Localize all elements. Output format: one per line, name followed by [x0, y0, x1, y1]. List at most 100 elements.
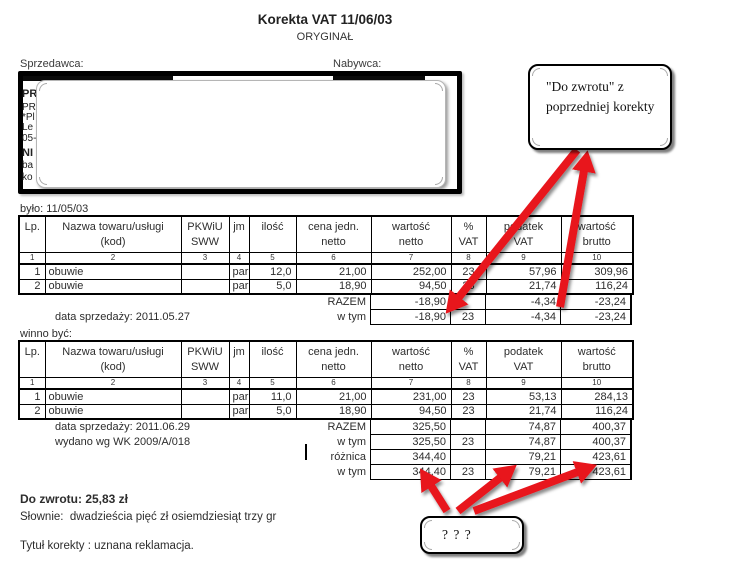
summary-cell: -18,90: [370, 295, 450, 310]
column-header: wartość brutto: [560, 215, 634, 253]
column-number: 9: [485, 251, 562, 265]
column-header: PKWiU SWW: [180, 215, 230, 253]
cell: par: [228, 388, 250, 405]
summary-cell: 23: [450, 465, 485, 480]
column-number: 3: [180, 251, 230, 265]
cell: 94,50: [370, 403, 452, 420]
callout-previous-refund: "Do zwrotu" z poprzedniej korekty: [528, 64, 672, 150]
column-header-line2: netto: [321, 361, 346, 373]
column-header-line1: Lp.: [24, 221, 40, 233]
column-header-line2: (kod): [100, 361, 126, 373]
refund-amount: Do zwrotu: 25,83 zł: [20, 492, 129, 506]
cell: par: [228, 403, 250, 420]
column-header: cena jedn. netto: [295, 340, 372, 378]
column-header-line1: ilość: [261, 221, 284, 233]
column-header-line1: %: [463, 221, 474, 233]
table-header-row: Lp. Nazwa towaru/usługi (kod) PKWiU SWW jm ilo…: [18, 215, 634, 253]
summary-cell: 23: [450, 435, 485, 450]
column-number: 9: [485, 376, 562, 390]
cell: par: [228, 278, 250, 295]
column-header-line2: netto: [321, 236, 346, 248]
column-header-line2: netto: [398, 361, 424, 373]
cell: 11,0: [248, 388, 297, 405]
summary-cell: 325,50: [370, 420, 450, 435]
column-header-line1: wartość: [577, 346, 616, 358]
summary-cell: 344,40: [370, 465, 450, 480]
summary-cell: 325,50: [370, 435, 450, 450]
column-number: 4: [228, 251, 250, 265]
seller-label: Sprzedawca:: [20, 58, 84, 70]
column-header-line2: VAT: [458, 361, 479, 373]
seller-text-fragment: *Pl: [22, 112, 35, 123]
column-number: 4: [228, 376, 250, 390]
cell: 5,0: [248, 278, 297, 295]
amount-in-words: Słownie: dwadzieścia pięć zł osiemdziesi…: [20, 511, 277, 523]
table-caption: winno być:: [20, 328, 72, 340]
column-header-line2: VAT: [513, 361, 534, 373]
column-number: 7: [370, 251, 452, 265]
summary-cell: -23,24: [560, 310, 632, 325]
cell: 2: [18, 278, 46, 295]
column-header-line1: PKWiU: [187, 346, 223, 358]
column-header: podatek VAT: [485, 215, 562, 253]
column-header-line1: wartość: [577, 221, 616, 233]
column-header: PKWiU SWW: [180, 340, 230, 378]
summary-cell: 344,40: [370, 450, 450, 465]
cell: obuwie: [44, 403, 182, 420]
redaction-frame: [18, 71, 462, 194]
summary-label: RAZEM: [327, 296, 367, 308]
summary-label: w tym: [337, 466, 366, 478]
column-header-line1: Nazwa towaru/usługi: [62, 221, 164, 233]
column-number: 2: [44, 251, 182, 265]
cell: 94,50: [370, 278, 452, 295]
column-number-row: 1 2 3 4 5 6 7 8 9 10: [18, 251, 634, 265]
callout-question-marks: ? ? ?: [420, 516, 524, 554]
column-header-line1: podatek: [503, 221, 544, 233]
column-header: ilość: [248, 215, 297, 253]
summary-cell: -18,90: [370, 310, 450, 325]
column-header-line1: cena jedn.: [308, 221, 359, 233]
column-number: 1: [18, 251, 46, 265]
table-note: wydano wg WK 2009/A/018: [55, 436, 191, 448]
summary-label: w tym: [337, 311, 366, 323]
table-header-row: Lp. Nazwa towaru/usługi (kod) PKWiU SWW jm ilo…: [18, 340, 634, 378]
seller-text-fragment: PR: [22, 102, 36, 113]
vat-table-was: Lp. Nazwa towaru/usługi (kod) PKWiU SWW jm ilo…: [18, 215, 634, 325]
table-note: [18, 465, 295, 480]
cell: 116,24: [560, 403, 634, 420]
cell: 231,00: [370, 388, 452, 405]
cell: 18,90: [295, 278, 372, 295]
document-copy-type: ORYGINAŁ: [296, 31, 354, 43]
summary-label: w tym: [337, 436, 366, 448]
column-number: 2: [44, 376, 182, 390]
column-header-line2: netto: [398, 236, 424, 248]
summary-cell: -4,34: [485, 310, 560, 325]
cell: 21,74: [485, 278, 562, 295]
cell: 116,24: [560, 278, 634, 295]
column-number: 1: [18, 376, 46, 390]
cell: 21,00: [295, 388, 372, 405]
column-header: jm: [228, 340, 250, 378]
column-header-line2: SWW: [190, 236, 220, 248]
column-number: 8: [450, 251, 487, 265]
summary-cell: [450, 295, 485, 310]
column-header-line1: jm: [233, 346, 245, 358]
column-header: wartość brutto: [560, 340, 634, 378]
redacted-text-smear: [23, 76, 173, 81]
column-header: cena jedn. netto: [295, 215, 372, 253]
summary-cell: 79,21: [485, 465, 560, 480]
invoice-table: Lp. Nazwa towaru/usługi (kod) PKWiU SWW jm ilo…: [18, 215, 634, 295]
column-header-line1: wartość: [392, 221, 430, 233]
seller-text-fragment: Le: [22, 122, 34, 133]
cell: 5,0: [248, 403, 297, 420]
text-cursor-artifact: [305, 444, 307, 460]
summary-cell: [450, 450, 485, 465]
table-row: 2 obuwie par 5,0 18,90 94,50 23 21,74 116,24: [18, 403, 634, 420]
column-number: 8: [450, 376, 487, 390]
vat-table-should-be: Lp. Nazwa towaru/usługi (kod) PKWiU SWW jm ilo…: [18, 340, 634, 480]
summary-row: w tym 344,40 23 79,21 423,61: [18, 465, 632, 480]
page-title: Korekta VAT 11/06/03: [257, 12, 393, 27]
column-number: 5: [248, 251, 297, 265]
cell: par: [228, 263, 250, 280]
summary-label: RAZEM: [327, 421, 367, 433]
